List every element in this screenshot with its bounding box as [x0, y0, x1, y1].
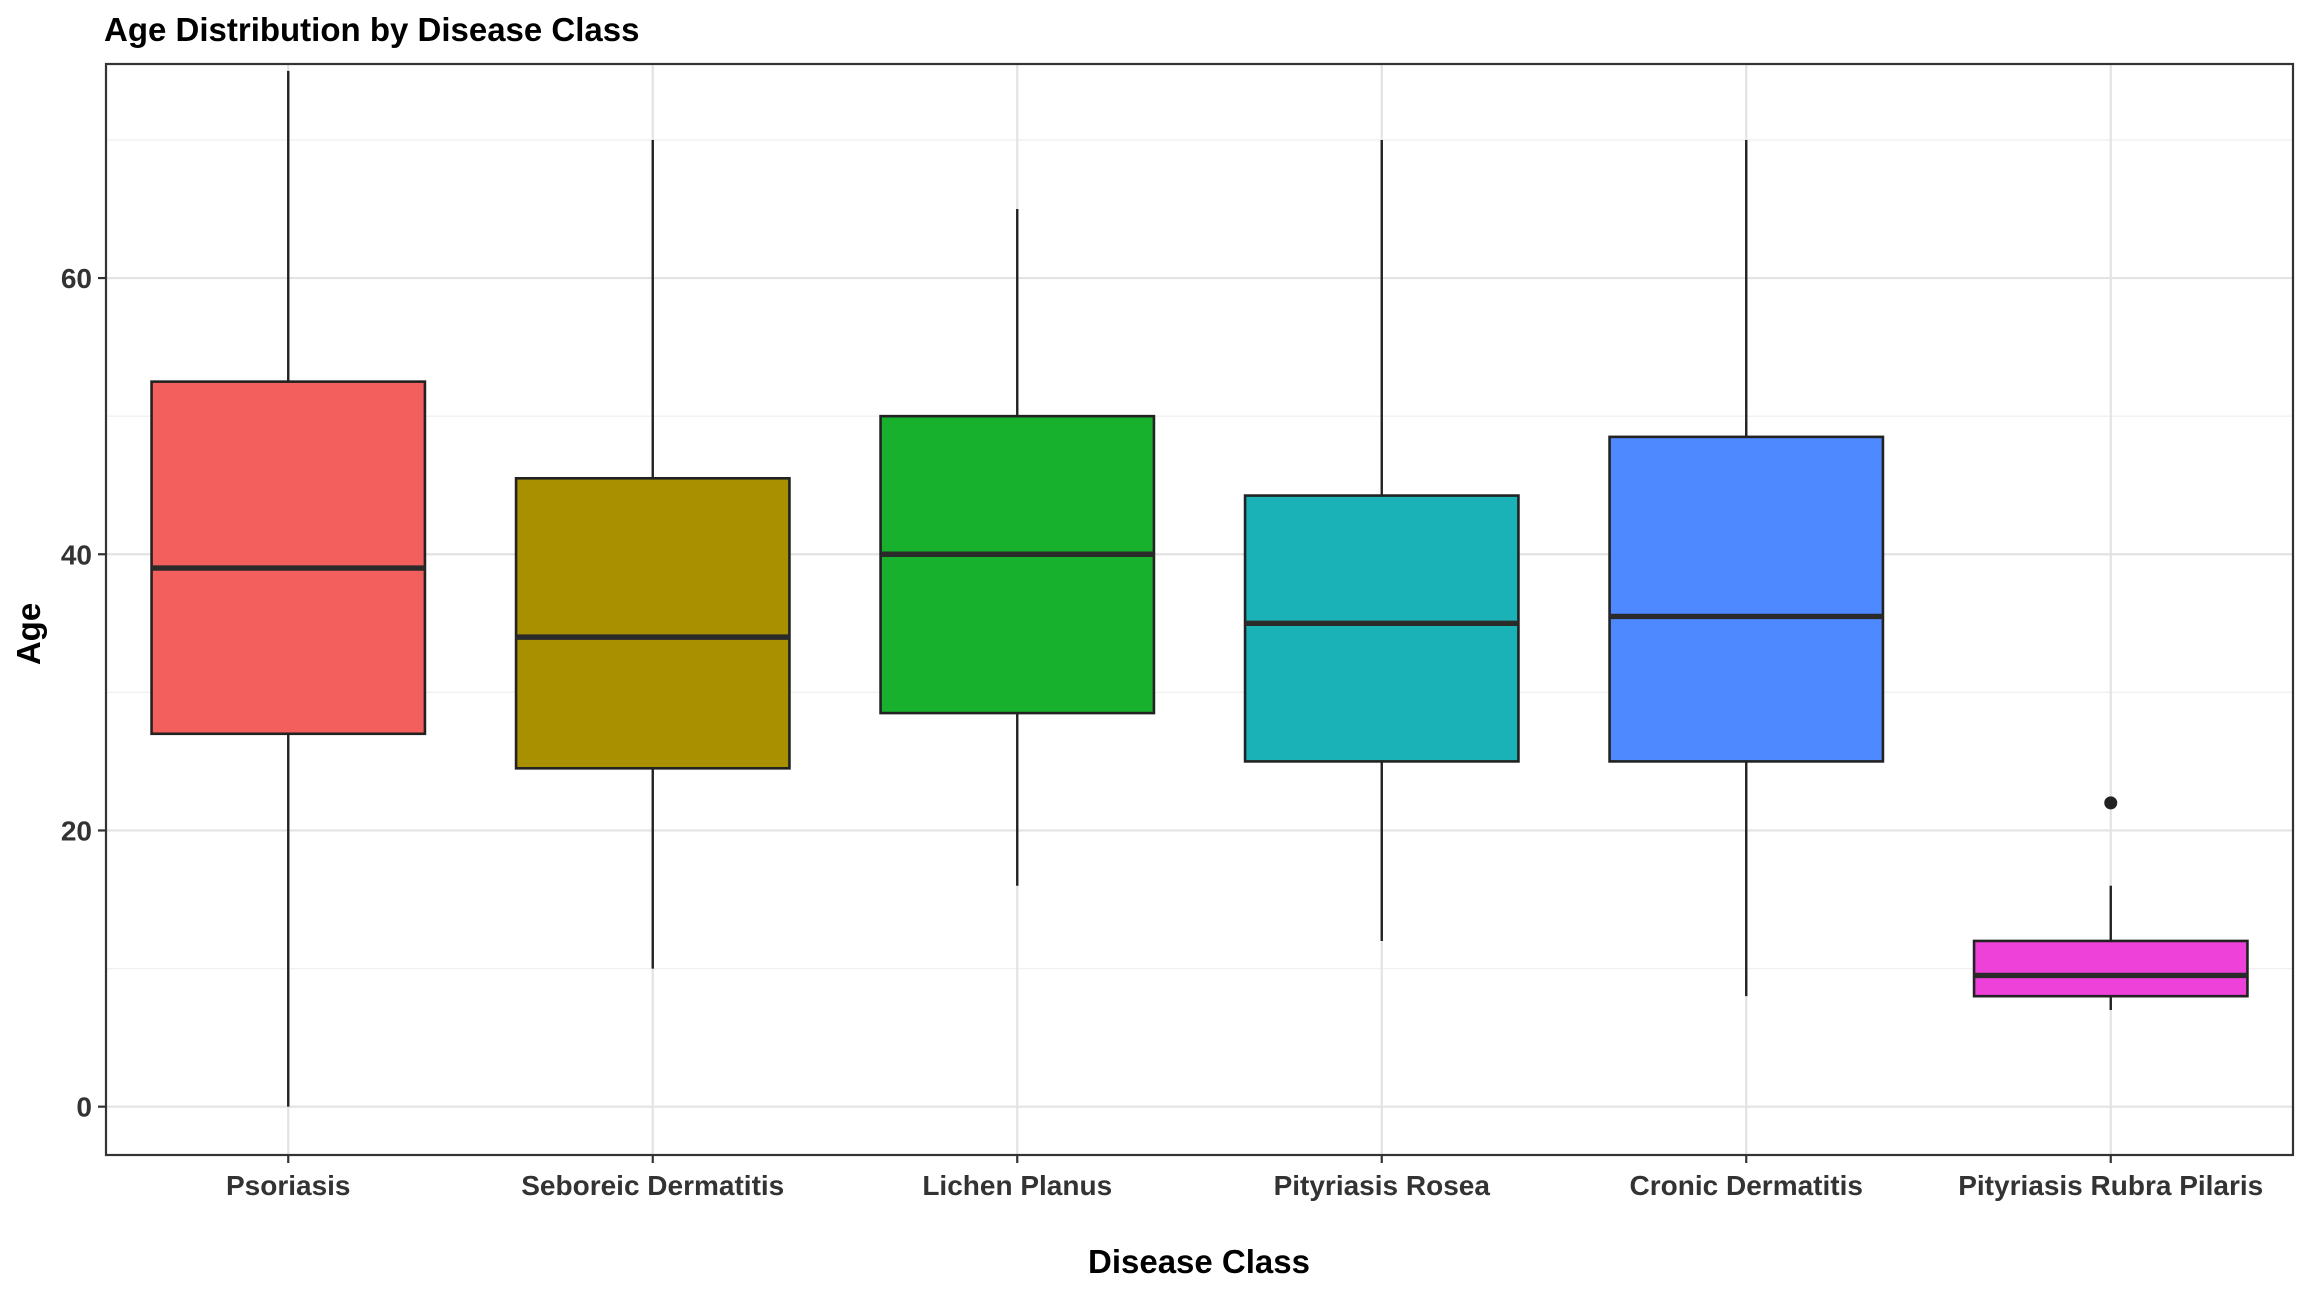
x-tick-label: Pityriasis Rubra Pilaris: [1958, 1170, 2263, 1201]
box-iqr: [1243, 494, 1520, 763]
x-tick-label: Psoriasis: [226, 1170, 351, 1201]
x-axis: Psoriasis Seboreic Dermatitis Lichen Planu…: [226, 1155, 2263, 1201]
y-tick-label: 40: [61, 539, 92, 570]
x-tick-label: Seboreic Dermatitis: [521, 1170, 784, 1201]
box-5: [1608, 139, 1885, 997]
box-4: [1243, 139, 1520, 941]
x-axis-title: Disease Class: [1088, 1243, 1310, 1280]
box-2: [514, 139, 791, 969]
box-iqr: [1972, 939, 2249, 998]
box-iqr: [150, 380, 427, 736]
y-tick-label: 20: [61, 815, 92, 846]
outlier-point: [2104, 796, 2118, 810]
box-iqr: [879, 414, 1156, 715]
plot-panel-border: [104, 62, 2295, 1157]
box-iqr: [1608, 435, 1885, 763]
x-tick-label: Lichen Planus: [922, 1170, 1112, 1201]
box-layer: [150, 70, 2249, 1107]
y-tick-label: 60: [61, 263, 92, 294]
box-6: [1972, 796, 2249, 1010]
y-axis-title: Age: [10, 603, 47, 665]
x-tick-label: Cronic Dermatitis: [1630, 1170, 1863, 1201]
y-axis: 0 20 40 60: [61, 263, 106, 1123]
grid-layer: [106, 64, 2293, 1155]
box-3: [879, 209, 1156, 886]
y-tick-label: 0: [76, 1092, 92, 1123]
box-iqr: [514, 477, 791, 770]
x-tick-label: Pityriasis Rosea: [1274, 1170, 1491, 1201]
box-1: [150, 70, 427, 1107]
chart-title: Age Distribution by Disease Class: [104, 11, 640, 48]
